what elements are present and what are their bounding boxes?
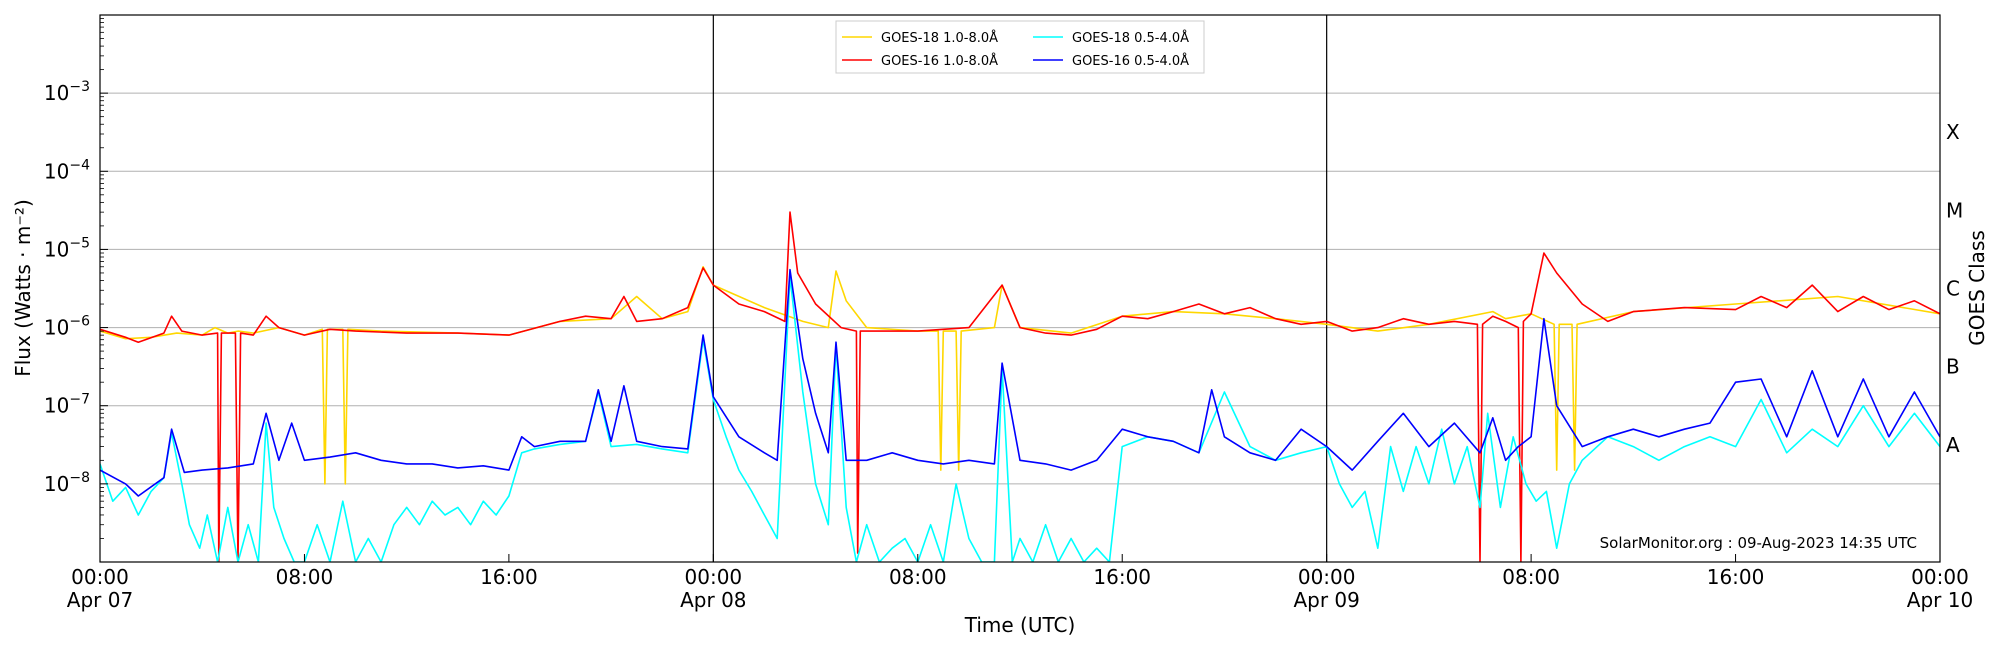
y-tick-label: 10−8 [44,470,90,496]
x-tick-label: 16:00 [1707,565,1765,589]
x-tick-label: 00:00 [71,565,129,589]
x-tick-label: 00:00 [685,565,743,589]
legend-label-goes18-long: GOES-18 1.0-8.0Å [881,30,998,46]
legend-box [835,20,1205,74]
x-tick-date-label: Apr 07 [67,588,133,612]
x-tick-label: 00:00 [1298,565,1356,589]
goes-class-label: C [1946,277,1960,301]
x-tick-label: 16:00 [1093,565,1151,589]
x-tick-date-label: Apr 10 [1907,588,1973,612]
series-line-2 [100,275,1940,562]
solarmonitor-annotation: SolarMonitor.org : 09-Aug-2023 14:35 UTC [1600,534,1917,552]
series-line-0 [100,266,1940,485]
x-tick-label: 08:00 [276,565,334,589]
legend: GOES-18 1.0-8.0Å GOES-16 1.0-8.0Å GOES-1… [835,20,1205,74]
legend-label-goes18-short: GOES-18 0.5-4.0Å [1072,30,1189,46]
x-axis-title: Time (UTC) [964,613,1076,637]
legend-label-goes16-short: GOES-16 0.5-4.0Å [1072,53,1189,69]
plot-background [100,15,1940,562]
y-tick-label: 10−5 [44,235,90,261]
series-layer [100,211,1940,562]
x-tick-label: 00:00 [1911,565,1969,589]
goes-class-label: X [1946,120,1960,144]
y-axis-title: Flux (Watts · m⁻²) [11,199,35,377]
x-tick-label: 08:00 [889,565,947,589]
x-tick-date-label: Apr 08 [680,588,746,612]
goes-class-label: M [1946,198,1963,222]
y-tick-label: 10−6 [44,314,90,340]
plot-frame [99,14,1941,563]
y-tick-label: 10−4 [44,157,90,183]
legend-label-goes16-long: GOES-16 1.0-8.0Å [881,53,998,69]
x-tick-date-label: Apr 09 [1293,588,1359,612]
x-tick-label: 16:00 [480,565,538,589]
series-line-3 [100,268,1940,497]
y-tick-label: 10−7 [44,392,90,418]
goes-class-label: B [1946,355,1960,379]
goes-class-labels: A B C M X [1946,120,1963,457]
right-axis-title: GOES Class [1965,230,1989,346]
series-line-1 [100,211,1940,562]
goes-class-label: A [1946,433,1960,457]
x-tick-label: 08:00 [1502,565,1560,589]
y-tick-label: 10−3 [44,79,90,105]
